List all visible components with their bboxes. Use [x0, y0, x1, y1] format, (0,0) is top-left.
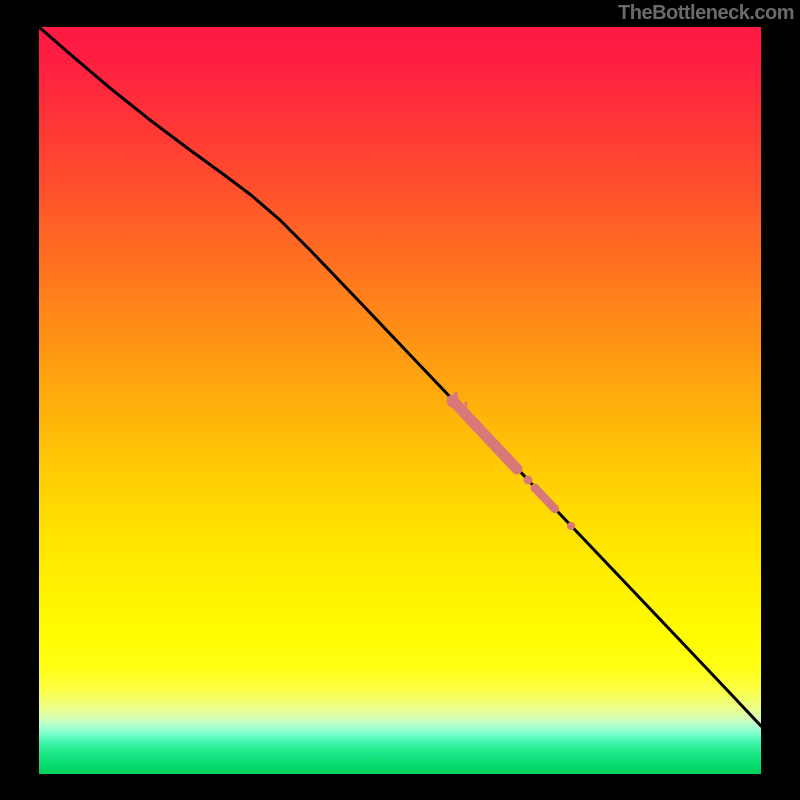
plot-area: [39, 27, 761, 774]
plot-svg: [0, 0, 800, 800]
source-attribution: TheBottleneck.com: [618, 0, 800, 25]
chart-root: { "source_label": "TheBottleneck.com", "…: [0, 0, 800, 800]
marker-dot: [567, 522, 575, 530]
marker-dot: [524, 476, 533, 485]
